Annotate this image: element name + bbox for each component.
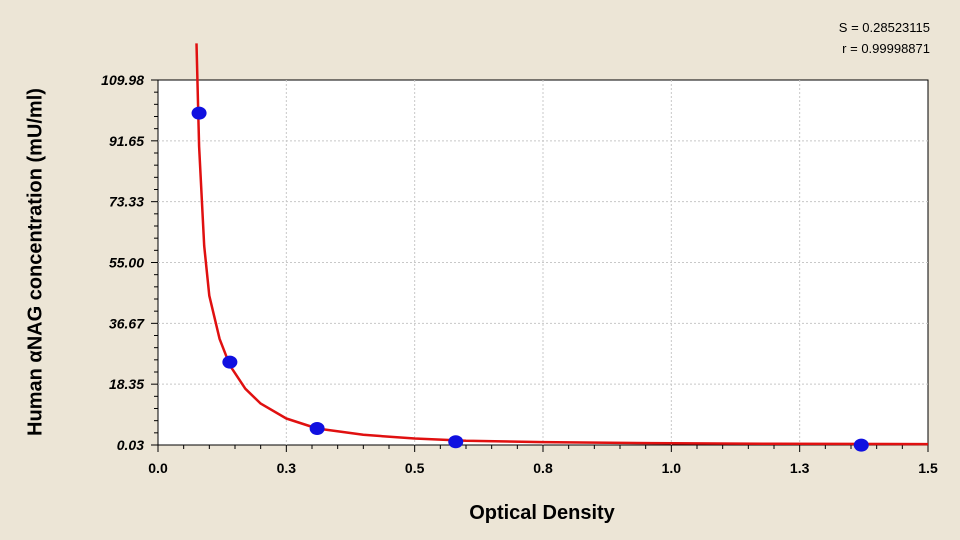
y-tick-label: 0.03 bbox=[117, 437, 144, 453]
grid-lines bbox=[158, 80, 928, 445]
y-tick-label: 73.33 bbox=[109, 194, 144, 210]
axis-ticks bbox=[151, 79, 929, 452]
x-tick-label: 0.3 bbox=[277, 460, 297, 476]
y-tick-label: 91.65 bbox=[109, 133, 144, 149]
y-tick-label: 109.98 bbox=[101, 72, 144, 88]
s-statistic: S = 0.28523115 bbox=[838, 20, 930, 35]
x-tick-label: 0.0 bbox=[148, 460, 168, 476]
x-tick-label: 0.8 bbox=[533, 460, 553, 476]
y-tick-label: 55.00 bbox=[109, 255, 144, 271]
fit-curve-group bbox=[195, 43, 929, 446]
r-statistic: r = 0.99998871 bbox=[842, 41, 930, 56]
data-point bbox=[448, 435, 464, 449]
y-tick-label: 18.35 bbox=[109, 376, 144, 392]
x-axis-title: Optical Density bbox=[469, 502, 615, 524]
data-point bbox=[191, 106, 207, 120]
data-point bbox=[853, 438, 869, 452]
y-axis-title: Human αNAG concentration (mU/ml) bbox=[24, 88, 47, 436]
x-tick-label: 0.5 bbox=[405, 460, 425, 476]
x-tick-label: 1.0 bbox=[662, 460, 682, 476]
data-point bbox=[222, 355, 238, 369]
y-tick-label: 36.67 bbox=[109, 315, 145, 331]
tick-labels: 0.0 0.3 0.5 0.8 1.0 1.3 1.5 0.03 18.35 36.67 55.00… bbox=[101, 72, 938, 476]
x-tick-label: 1.5 bbox=[918, 460, 938, 476]
data-points bbox=[191, 106, 869, 452]
data-point bbox=[309, 422, 325, 436]
x-tick-label: 1.3 bbox=[790, 460, 810, 476]
fit-curve bbox=[195, 43, 929, 446]
